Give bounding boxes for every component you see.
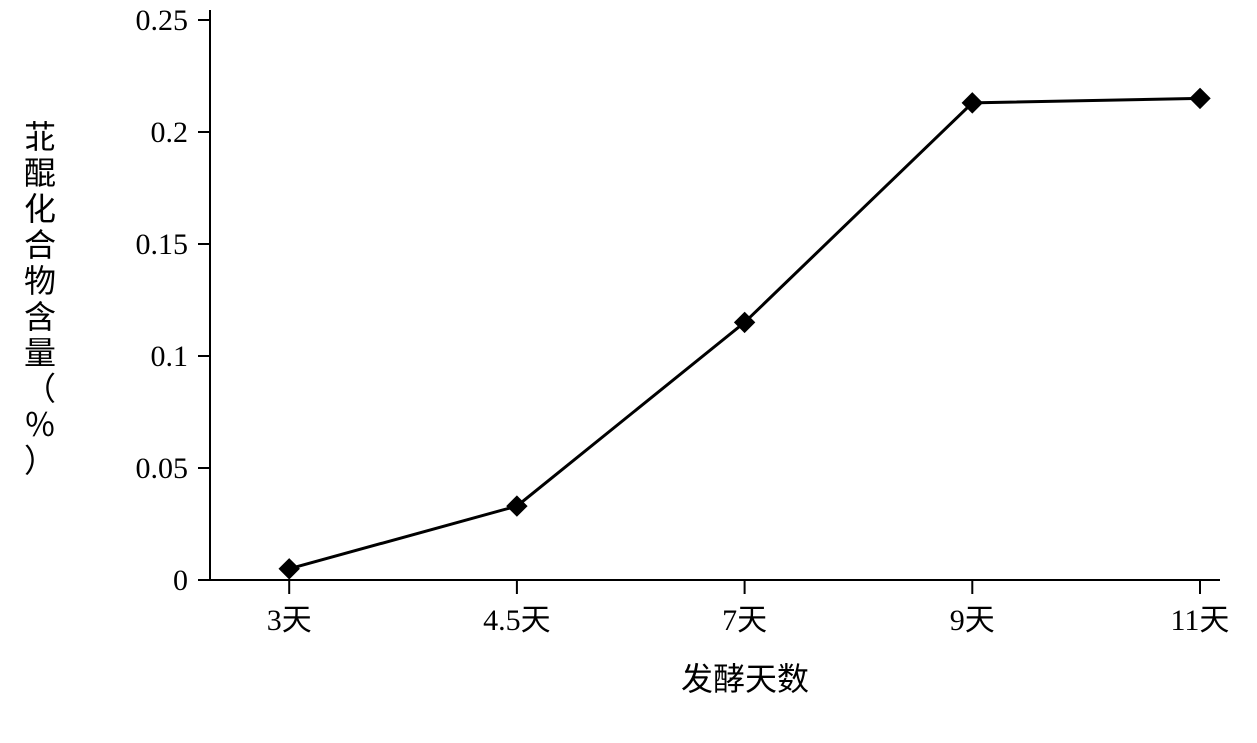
y-axis-title-char: 量	[24, 335, 56, 371]
y-axis-title-char: 苝	[24, 119, 56, 155]
data-marker	[1190, 88, 1210, 108]
y-tick-label: 0.1	[151, 340, 189, 373]
y-tick-label: 0	[173, 564, 188, 597]
y-axis-title-char: 醌	[24, 155, 56, 191]
x-axis-title: 发酵天数	[681, 661, 809, 697]
x-tick-label: 7天	[722, 604, 767, 637]
x-tick-label: 3天	[267, 604, 312, 637]
y-axis-title-char: ）	[24, 443, 56, 479]
y-tick-label: 0.2	[151, 116, 189, 149]
y-axis-title-char: 化	[24, 191, 56, 227]
y-axis-title-char: 含	[24, 299, 56, 335]
y-axis-title-char: （	[24, 371, 56, 407]
y-tick-label: 0.05	[136, 452, 189, 485]
y-axis-title-char: 合	[24, 227, 56, 263]
x-tick-label: 11天	[1171, 604, 1230, 637]
x-tick-label: 9天	[950, 604, 995, 637]
series-line	[289, 98, 1200, 568]
y-tick-label: 0.25	[136, 4, 189, 37]
y-axis-title-char: 物	[24, 263, 56, 299]
y-axis-title-char: ％	[24, 407, 56, 443]
data-marker	[279, 559, 299, 579]
line-chart: 0 0.05 0.1 0.15 0.2 0.25 3天 4.5天 7天 9天 11天发酵天数 苝醌化合…	[0, 0, 1257, 743]
y-tick-label: 0.15	[136, 228, 189, 261]
chart-container: 0 0.05 0.1 0.15 0.2 0.25 3天 4.5天 7天 9天 11天发酵天数 苝醌化合…	[0, 0, 1257, 743]
x-tick-label: 4.5天	[483, 604, 551, 637]
